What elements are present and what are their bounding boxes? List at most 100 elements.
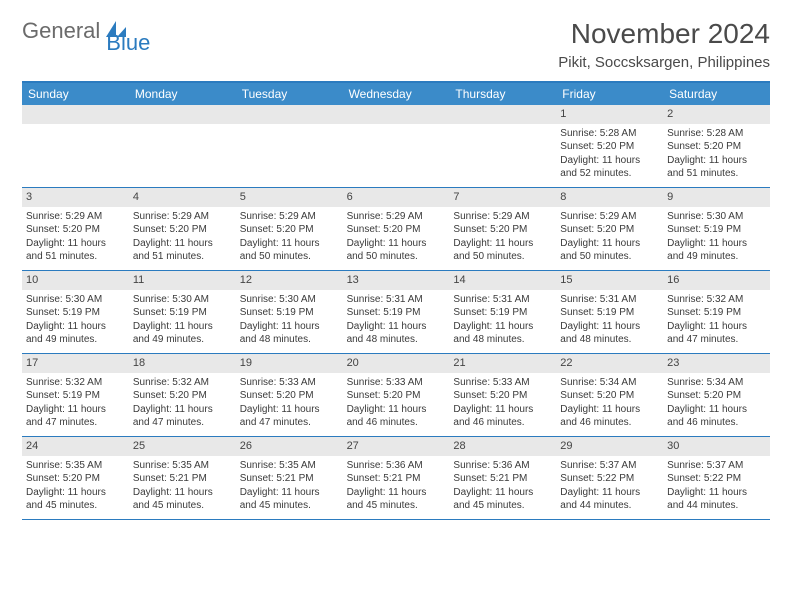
location-text: Pikit, Soccsksargen, Philippines [558,54,770,71]
sunrise-text: Sunrise: 5:30 AM [133,293,232,307]
sunset-text: Sunset: 5:19 PM [560,306,659,320]
logo-text-general: General [22,18,100,44]
day-number: 20 [343,354,450,373]
page-header: General Blue November 2024 Pikit, Soccsk… [22,18,770,71]
sunrise-text: Sunrise: 5:37 AM [667,459,766,473]
daylight-text: Daylight: 11 hours and 45 minutes. [26,486,125,513]
calendar-week-row: 24Sunrise: 5:35 AMSunset: 5:20 PMDayligh… [22,437,770,520]
sunset-text: Sunset: 5:22 PM [560,472,659,486]
sunrise-text: Sunrise: 5:32 AM [133,376,232,390]
day-number: 13 [343,271,450,290]
daylight-text: Daylight: 11 hours and 46 minutes. [560,403,659,430]
calendar-day-cell [236,105,343,187]
sunset-text: Sunset: 5:20 PM [240,223,339,237]
sunrise-text: Sunrise: 5:28 AM [560,127,659,141]
daylight-text: Daylight: 11 hours and 50 minutes. [453,237,552,264]
day-number: 3 [22,188,129,207]
day-number: 25 [129,437,236,456]
day-header-cell: Wednesday [343,83,450,105]
day-number: 8 [556,188,663,207]
daylight-text: Daylight: 11 hours and 47 minutes. [667,320,766,347]
sunrise-text: Sunrise: 5:31 AM [347,293,446,307]
day-number [236,105,343,124]
calendar-day-cell [449,105,556,187]
sunset-text: Sunset: 5:21 PM [240,472,339,486]
sunset-text: Sunset: 5:20 PM [453,389,552,403]
daylight-text: Daylight: 11 hours and 48 minutes. [560,320,659,347]
calendar-day-cell: 22Sunrise: 5:34 AMSunset: 5:20 PMDayligh… [556,354,663,436]
daylight-text: Daylight: 11 hours and 50 minutes. [560,237,659,264]
sunrise-text: Sunrise: 5:29 AM [453,210,552,224]
calendar-day-cell: 15Sunrise: 5:31 AMSunset: 5:19 PMDayligh… [556,271,663,353]
sunrise-text: Sunrise: 5:29 AM [26,210,125,224]
daylight-text: Daylight: 11 hours and 49 minutes. [26,320,125,347]
sunrise-text: Sunrise: 5:32 AM [667,293,766,307]
sunrise-text: Sunrise: 5:31 AM [560,293,659,307]
day-header-cell: Friday [556,83,663,105]
sunset-text: Sunset: 5:19 PM [453,306,552,320]
day-number [129,105,236,124]
calendar-day-cell: 8 Sunrise: 5:29 AMSunset: 5:20 PMDaylight… [556,188,663,270]
calendar-day-cell: 28Sunrise: 5:36 AMSunset: 5:21 PMDayligh… [449,437,556,519]
day-number: 10 [22,271,129,290]
daylight-text: Daylight: 11 hours and 46 minutes. [667,403,766,430]
daylight-text: Daylight: 11 hours and 44 minutes. [667,486,766,513]
sunset-text: Sunset: 5:19 PM [667,306,766,320]
sunset-text: Sunset: 5:21 PM [347,472,446,486]
day-number: 26 [236,437,343,456]
calendar-day-cell: 11Sunrise: 5:30 AMSunset: 5:19 PMDayligh… [129,271,236,353]
calendar-day-cell: 27Sunrise: 5:36 AMSunset: 5:21 PMDayligh… [343,437,450,519]
sunset-text: Sunset: 5:20 PM [347,389,446,403]
daylight-text: Daylight: 11 hours and 52 minutes. [560,154,659,181]
sunset-text: Sunset: 5:20 PM [240,389,339,403]
title-block: November 2024 Pikit, Soccsksargen, Phili… [558,18,770,71]
sunrise-text: Sunrise: 5:29 AM [560,210,659,224]
calendar-day-cell: 7Sunrise: 5:29 AMSunset: 5:20 PMDaylight… [449,188,556,270]
sunset-text: Sunset: 5:20 PM [133,389,232,403]
calendar-body: 1Sunrise: 5:28 AMSunset: 5:20 PMDaylight… [22,105,770,520]
calendar-day-cell: 19Sunrise: 5:33 AMSunset: 5:20 PMDayligh… [236,354,343,436]
day-number: 30 [663,437,770,456]
calendar-day-cell [129,105,236,187]
sunrise-text: Sunrise: 5:33 AM [240,376,339,390]
calendar-day-cell: 25Sunrise: 5:35 AMSunset: 5:21 PMDayligh… [129,437,236,519]
calendar-week-row: 1Sunrise: 5:28 AMSunset: 5:20 PMDaylight… [22,105,770,188]
sunrise-text: Sunrise: 5:29 AM [240,210,339,224]
sunrise-text: Sunrise: 5:30 AM [26,293,125,307]
day-number: 18 [129,354,236,373]
daylight-text: Daylight: 11 hours and 45 minutes. [347,486,446,513]
sunrise-text: Sunrise: 5:28 AM [667,127,766,141]
day-number: 1 [556,105,663,124]
sunset-text: Sunset: 5:22 PM [667,472,766,486]
day-number [343,105,450,124]
sunrise-text: Sunrise: 5:33 AM [347,376,446,390]
logo-text-blue: Blue [106,30,150,56]
sunset-text: Sunset: 5:19 PM [347,306,446,320]
calendar-day-cell: 21Sunrise: 5:33 AMSunset: 5:20 PMDayligh… [449,354,556,436]
daylight-text: Daylight: 11 hours and 48 minutes. [240,320,339,347]
sunset-text: Sunset: 5:19 PM [240,306,339,320]
day-header-row: Sunday Monday Tuesday Wednesday Thursday… [22,83,770,105]
daylight-text: Daylight: 11 hours and 50 minutes. [347,237,446,264]
day-number: 4 [129,188,236,207]
sunrise-text: Sunrise: 5:35 AM [26,459,125,473]
day-number: 5 [236,188,343,207]
day-number: 24 [22,437,129,456]
day-number [449,105,556,124]
calendar-day-cell: 1Sunrise: 5:28 AMSunset: 5:20 PMDaylight… [556,105,663,187]
sunrise-text: Sunrise: 5:37 AM [560,459,659,473]
sunset-text: Sunset: 5:19 PM [26,306,125,320]
sunset-text: Sunset: 5:20 PM [560,223,659,237]
sunrise-text: Sunrise: 5:29 AM [347,210,446,224]
calendar-day-cell: 24Sunrise: 5:35 AMSunset: 5:20 PMDayligh… [22,437,129,519]
daylight-text: Daylight: 11 hours and 45 minutes. [240,486,339,513]
calendar-day-cell: 6Sunrise: 5:29 AMSunset: 5:20 PMDaylight… [343,188,450,270]
calendar-day-cell: 17Sunrise: 5:32 AMSunset: 5:19 PMDayligh… [22,354,129,436]
day-number: 21 [449,354,556,373]
daylight-text: Daylight: 11 hours and 47 minutes. [240,403,339,430]
daylight-text: Daylight: 11 hours and 51 minutes. [26,237,125,264]
sunrise-text: Sunrise: 5:30 AM [240,293,339,307]
day-number: 7 [449,188,556,207]
day-header-cell: Saturday [663,83,770,105]
daylight-text: Daylight: 11 hours and 47 minutes. [133,403,232,430]
